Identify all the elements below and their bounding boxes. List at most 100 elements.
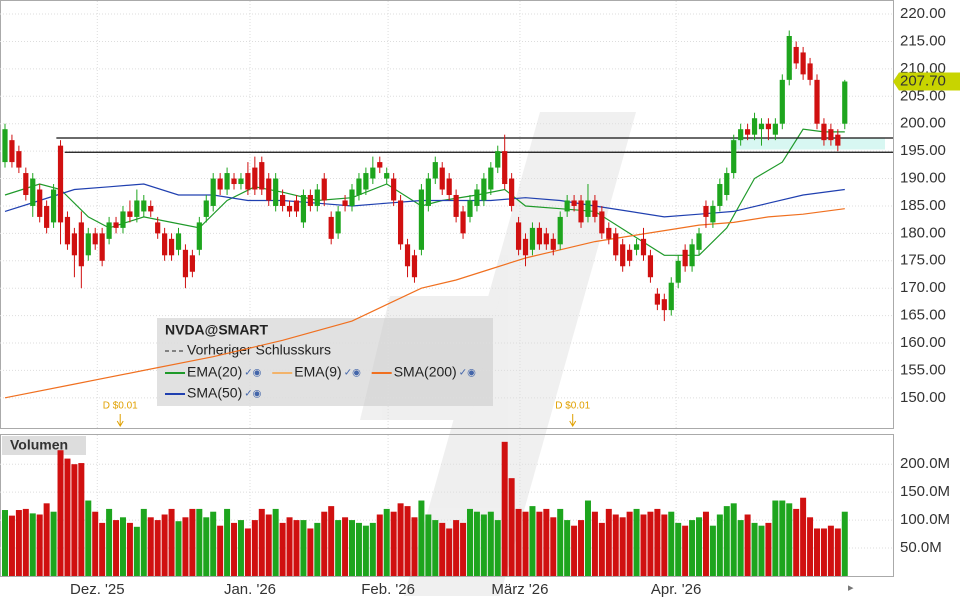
volume-bar	[446, 528, 453, 576]
volume-bar	[1, 510, 8, 576]
candle-body	[765, 123, 772, 130]
candle-body	[620, 244, 626, 267]
candle-body	[717, 184, 723, 206]
volume-bar	[71, 464, 78, 576]
candle-body	[231, 178, 237, 185]
volume-bar	[598, 522, 605, 576]
candle-body	[370, 167, 376, 179]
candle-body	[522, 238, 529, 256]
candle-body	[758, 123, 765, 130]
volume-bar	[404, 506, 411, 576]
legend-label: SMA(200)	[394, 364, 457, 380]
volume-bar	[675, 522, 682, 576]
volume-bar	[293, 520, 300, 576]
volume-bar	[841, 511, 848, 576]
candle-body	[342, 200, 348, 206]
candle-body	[307, 194, 313, 206]
volume-bar	[737, 520, 744, 576]
y-tick-label: 195.00	[900, 142, 946, 159]
zone	[730, 138, 885, 150]
volume-bar	[29, 513, 36, 576]
candle-body	[543, 233, 549, 245]
candle-body	[9, 140, 15, 163]
candle-body	[175, 233, 182, 250]
x-tick-label: März '26	[491, 581, 548, 598]
volume-bar	[154, 520, 161, 576]
candle-body	[2, 129, 8, 163]
candle-body	[404, 244, 411, 267]
volume-bar	[175, 521, 182, 576]
legend-icon: ✓◉	[244, 389, 261, 400]
candle-body	[425, 178, 431, 206]
candle-body	[335, 211, 341, 234]
volume-bar	[196, 508, 203, 576]
y-tick-label: 150.00	[900, 389, 946, 406]
volume-bar	[189, 508, 196, 576]
volume-bar	[140, 508, 147, 576]
volume-bar	[231, 522, 238, 576]
candle-body	[411, 255, 418, 278]
candle-body	[363, 173, 369, 190]
volume-bar	[460, 522, 467, 576]
candle-body	[280, 194, 286, 206]
candle-body	[599, 211, 605, 234]
candle-body	[71, 233, 77, 256]
volume-bar	[584, 500, 591, 576]
candle-body	[640, 238, 647, 256]
candle-body	[432, 162, 438, 179]
candle-body	[745, 129, 751, 135]
volume-bar	[473, 511, 480, 576]
volume-bar	[564, 520, 571, 576]
volume-bar	[133, 526, 140, 576]
volume-bar	[800, 497, 807, 576]
volume-bar	[362, 525, 369, 576]
volume-bar	[834, 528, 841, 576]
x-tick-label: Apr. '26	[651, 581, 701, 598]
volume-bar	[647, 511, 654, 576]
volume-bar	[453, 520, 460, 576]
candle-body	[842, 81, 848, 124]
y-tick-label: 185.00	[900, 197, 946, 214]
price-panel	[0, 0, 894, 429]
volume-bar	[696, 517, 703, 576]
candle-body	[793, 46, 799, 64]
overlay-line	[4, 128, 845, 256]
y-tick-label: 215.00	[900, 32, 946, 49]
volume-bar	[494, 520, 501, 576]
candle-body	[30, 178, 36, 206]
volume-bar	[286, 517, 293, 576]
candle-body	[654, 293, 660, 305]
candle-body	[99, 233, 105, 261]
volume-bar	[571, 525, 578, 576]
volume-bar	[793, 508, 800, 576]
volume-bar	[126, 522, 133, 576]
y-tick-label: 165.00	[900, 307, 946, 324]
volume-bar	[744, 514, 751, 576]
volume-bar	[522, 511, 529, 576]
candle-body	[502, 151, 508, 185]
x-tick-label: Dez. '25	[70, 581, 125, 598]
volume-bar	[314, 522, 321, 576]
volume-bar	[64, 458, 71, 576]
candle-body	[675, 260, 681, 283]
candle-body	[613, 233, 619, 256]
volume-bar	[550, 517, 557, 576]
candle-body	[509, 178, 515, 206]
volume-bar	[689, 520, 696, 576]
scroll-icon[interactable]: ▸	[848, 582, 854, 594]
y-tick-label: 170.00	[900, 279, 946, 296]
volume-bar	[640, 514, 647, 576]
volume-bar	[106, 508, 113, 576]
candle-body	[800, 52, 806, 75]
candle-body	[238, 178, 244, 185]
candle-body	[668, 282, 674, 311]
volume-bar	[758, 525, 765, 576]
event-label: D $0.01	[103, 401, 138, 412]
candle-body	[377, 162, 383, 168]
volume-bar	[300, 520, 307, 576]
candle-body	[349, 189, 355, 206]
y-tick-label: 205.00	[900, 87, 946, 104]
volume-bar	[237, 520, 244, 576]
volume-bar	[480, 514, 487, 576]
